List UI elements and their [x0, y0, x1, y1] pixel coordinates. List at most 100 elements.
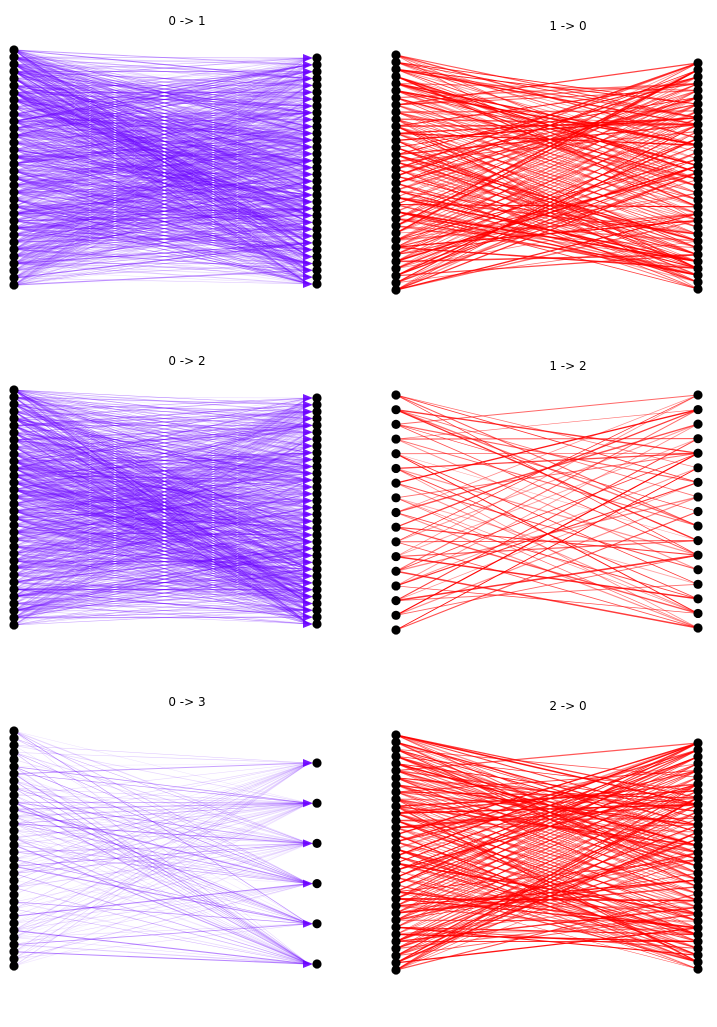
edge [13, 582, 310, 597]
edge [395, 841, 699, 942]
edge [13, 452, 310, 462]
edge [13, 762, 310, 867]
edge [13, 199, 310, 251]
edge [13, 503, 310, 543]
left-node [9, 109, 19, 119]
edge [13, 411, 310, 583]
edge [13, 418, 310, 498]
edge [395, 798, 699, 922]
edge [13, 500, 310, 576]
left-node [9, 187, 19, 198]
edge [395, 862, 699, 943]
edge [13, 119, 310, 151]
edge [13, 213, 310, 230]
panel-0-3: 0 -> 3 [9, 695, 322, 971]
edge [13, 752, 310, 884]
left-node [391, 264, 401, 274]
right-node [693, 434, 703, 444]
edge [13, 127, 310, 155]
left-node [391, 78, 401, 89]
edge [13, 521, 310, 583]
edge [13, 113, 310, 121]
edge [13, 112, 310, 115]
edge [395, 96, 699, 213]
edge [13, 263, 310, 285]
edge [13, 167, 310, 172]
edge [395, 858, 699, 893]
arrowhead [303, 245, 313, 254]
edge [13, 105, 310, 279]
edge [13, 105, 310, 215]
left-node [391, 390, 401, 400]
edge [395, 741, 699, 847]
edge [13, 249, 310, 286]
edge [13, 500, 310, 597]
edge [13, 560, 310, 591]
edge [13, 446, 310, 474]
edge [13, 71, 310, 193]
edge [13, 227, 310, 264]
right-node [312, 550, 322, 561]
edge [13, 397, 310, 519]
left-node [391, 478, 401, 488]
edge [13, 802, 310, 917]
edge [395, 798, 699, 902]
edge [13, 113, 310, 141]
edge [13, 57, 310, 279]
edge [13, 514, 310, 540]
edge [395, 154, 699, 256]
edges-1-2 [395, 394, 699, 631]
edge [13, 404, 310, 612]
edge [13, 546, 310, 563]
arrowhead [303, 510, 313, 519]
edge [13, 397, 310, 547]
edge [13, 85, 310, 182]
edge [13, 425, 310, 543]
edge [13, 167, 310, 186]
edge [13, 762, 310, 938]
edge [13, 459, 310, 512]
edge [13, 453, 310, 515]
edge [13, 404, 310, 619]
edge [13, 837, 310, 924]
edge [13, 389, 310, 556]
edge [395, 394, 699, 425]
edge [13, 475, 310, 488]
edge [13, 91, 310, 151]
arrowhead [303, 81, 313, 90]
edge [13, 84, 310, 258]
edge [13, 170, 310, 216]
right-node [693, 506, 703, 517]
edge [13, 126, 310, 279]
edge [13, 510, 310, 598]
edge [13, 589, 310, 604]
edge [13, 397, 310, 498]
edge [13, 213, 310, 271]
edge [13, 199, 310, 237]
edge [395, 54, 699, 139]
edge [13, 751, 310, 844]
edge [13, 64, 310, 108]
edge [395, 798, 699, 806]
edge [13, 438, 310, 612]
edge [13, 389, 310, 481]
edge [395, 526, 699, 614]
edge [395, 848, 699, 970]
edge [13, 389, 310, 420]
edge [13, 397, 310, 555]
edge [13, 277, 310, 285]
edge [13, 134, 310, 175]
edge [13, 120, 310, 182]
arrowhead [303, 225, 313, 234]
edge [13, 85, 310, 151]
right-node [693, 277, 703, 287]
left-node [9, 520, 19, 530]
edge [13, 479, 310, 498]
edge [13, 249, 310, 265]
left-node [9, 266, 19, 276]
edge [13, 215, 310, 271]
edge [395, 409, 699, 498]
edge [13, 140, 310, 250]
right-node [312, 838, 322, 849]
edge [13, 459, 310, 562]
